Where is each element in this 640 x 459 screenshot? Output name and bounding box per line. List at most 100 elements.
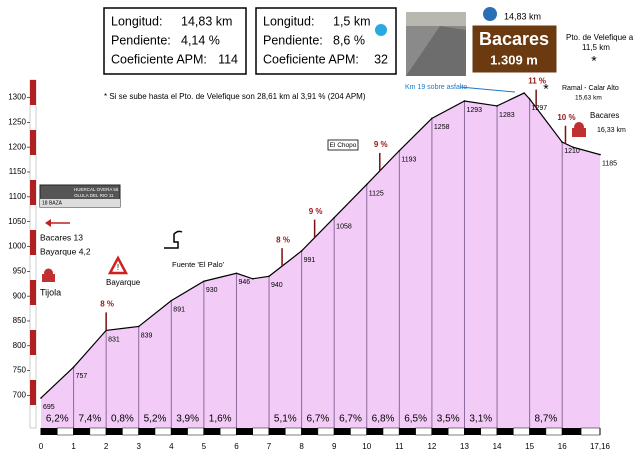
point	[463, 100, 466, 102]
point	[170, 299, 173, 302]
gradient-label: 6,7%	[306, 414, 329, 425]
info-label: Coeficiente APM:	[263, 52, 359, 66]
axis-segment	[382, 427, 400, 436]
x-tick-label: 3	[137, 442, 142, 451]
x-tick-label: 6	[234, 442, 239, 451]
value-label: 946	[238, 279, 250, 286]
gradient-label: 7,4%	[78, 414, 101, 425]
x-tick-label: 16	[558, 442, 567, 451]
point	[268, 275, 270, 278]
y-tick-label: 800	[13, 341, 27, 350]
place-label: Bacares	[590, 111, 619, 120]
x-tick-label: 17,16	[590, 442, 611, 451]
axis-segment	[285, 427, 302, 436]
flag-label: 9 %	[374, 140, 388, 149]
axis-segment	[497, 428, 514, 435]
x-tick-label: 14	[493, 442, 502, 451]
sign-text: OLULA DEL RIO 11	[74, 193, 114, 198]
tijola-label: Tijola	[40, 287, 61, 297]
bayarque-label: Bayarque	[106, 278, 141, 287]
x-tick-label: 13	[460, 442, 469, 451]
x-tick-label: 5	[202, 442, 207, 451]
y-tick-label: 700	[13, 391, 27, 400]
axis-segment	[41, 428, 58, 435]
value-label: 1297	[532, 105, 548, 112]
info-value: 4,14 %	[181, 33, 220, 47]
point	[599, 153, 601, 156]
sign-text: 18 BAZA	[42, 200, 63, 206]
info-label: Longitud:	[263, 14, 314, 28]
velefique-distance: 11,5 km	[582, 43, 610, 52]
road-sign	[39, 184, 121, 208]
info-value: 114	[218, 52, 238, 66]
value-label: 1293	[466, 107, 482, 114]
y-tick-label: 1050	[8, 217, 26, 226]
value-label: 1210	[564, 148, 580, 155]
value-label: 839	[141, 332, 153, 339]
flag-label: 8 %	[100, 300, 114, 309]
x-tick-label: 0	[39, 442, 44, 451]
value-label: 695	[43, 404, 55, 411]
axis-segment	[203, 428, 221, 435]
value-label: 1193	[401, 156, 416, 163]
axis-segment	[480, 427, 498, 436]
value-label: 757	[76, 373, 88, 380]
axis-segment	[431, 428, 449, 435]
flag-label: 11 %	[528, 77, 546, 86]
flag-label: 10 %	[557, 113, 575, 122]
info-value: 8,6 %	[333, 33, 365, 47]
fountain-label: Fuente 'El Palo'	[172, 260, 225, 269]
star: *	[543, 81, 549, 97]
value-label: 1125	[369, 190, 384, 197]
value-label: 831	[108, 336, 120, 343]
axis-segment	[252, 427, 270, 436]
axis-segment	[236, 428, 253, 435]
axis-segment	[269, 428, 286, 435]
star: *	[591, 53, 597, 69]
value-label: 1258	[434, 124, 450, 131]
summit-sign	[471, 24, 558, 74]
icon	[375, 24, 387, 36]
x-tick-label: 7	[267, 442, 272, 451]
value-label: 1283	[499, 112, 515, 119]
note: * Si se sube hasta el Pto. de Velefique …	[104, 92, 366, 101]
summit-name: Bacares	[479, 29, 549, 49]
y-tick-label: 1300	[8, 93, 26, 102]
point	[235, 272, 238, 275]
axis-segment	[219, 427, 237, 436]
flag-label: 9 %	[309, 207, 323, 216]
pole	[29, 79, 37, 429]
point	[72, 366, 75, 368]
info-label: Pendiente:	[263, 33, 323, 47]
gradient-label: 3,1%	[469, 414, 492, 425]
info-box	[103, 7, 247, 75]
point	[300, 250, 303, 252]
point	[365, 183, 368, 186]
fountain-icon	[164, 230, 183, 249]
value-label: 891	[173, 306, 185, 313]
gradient-label: 8,7%	[535, 414, 558, 425]
x-tick-label: 9	[332, 442, 337, 451]
value-label: 991	[304, 257, 316, 264]
gradient-label: 5,2%	[144, 414, 167, 425]
info-value: 1,5 km	[333, 14, 371, 28]
end-distance: 16,33 km	[597, 127, 626, 134]
gradient-label: 1,6%	[209, 414, 232, 425]
y-tick-label: 1000	[8, 242, 26, 251]
axis-segment	[580, 427, 601, 436]
info-value: 14,83 km	[181, 14, 232, 28]
gradient-label: 3,5%	[437, 414, 460, 425]
photo	[406, 12, 466, 76]
area	[41, 93, 600, 429]
axis-segment	[317, 427, 335, 436]
axis-segment	[187, 427, 205, 436]
point	[561, 141, 564, 143]
asphalt-pointer	[459, 86, 516, 93]
axis-segment	[366, 428, 384, 435]
y-tick-label: 1150	[9, 167, 27, 176]
plot: 695 757 831 839 891 930 946 940 991 1058 1125 1193 1…	[40, 92, 617, 429]
y-tick-label: 950	[13, 266, 27, 275]
axis-segment	[399, 428, 416, 435]
y-tick-label: 750	[13, 366, 27, 375]
